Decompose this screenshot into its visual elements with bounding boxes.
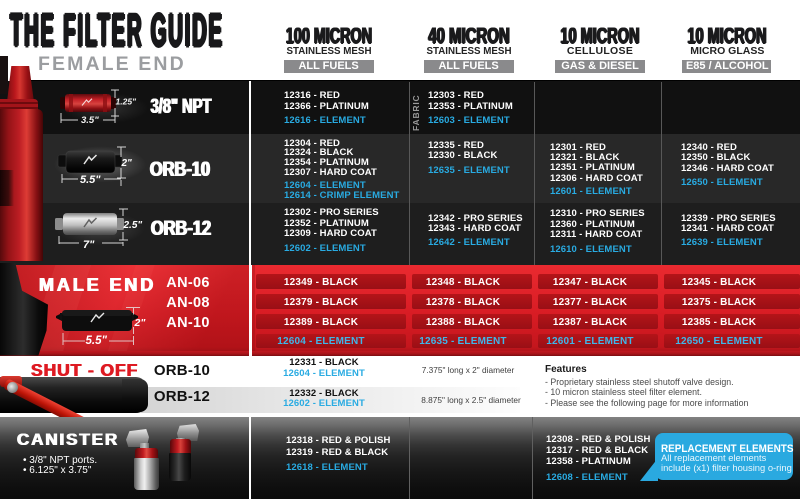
- svg-text:3.5": 3.5": [81, 115, 99, 126]
- svg-text:2.5": 2.5": [123, 220, 143, 231]
- svg-text:1.25": 1.25": [116, 97, 138, 107]
- svg-text:2": 2": [121, 158, 133, 169]
- svg-text:5.5": 5.5": [86, 335, 108, 347]
- svg-text:2": 2": [134, 317, 147, 329]
- svg-text:5.5": 5.5": [80, 174, 101, 186]
- svg-text:7": 7": [83, 239, 95, 251]
